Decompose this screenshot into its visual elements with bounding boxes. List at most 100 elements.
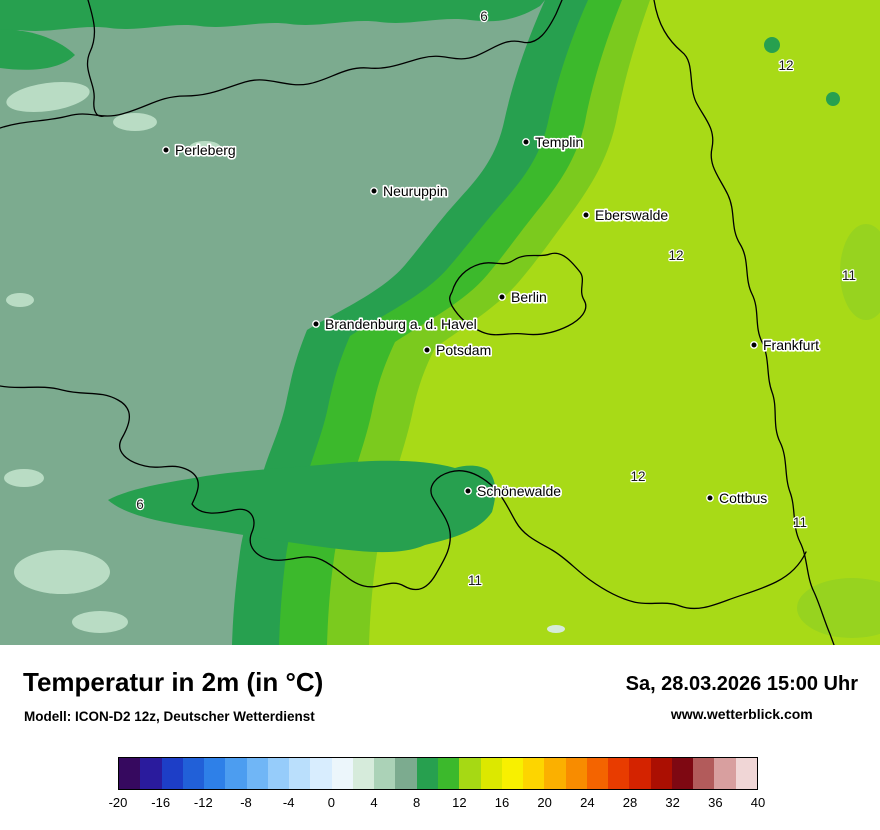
green-spot xyxy=(826,92,840,106)
state-border-east xyxy=(653,0,835,645)
legend-tick-label: -8 xyxy=(240,795,252,810)
border-layer xyxy=(0,0,835,645)
legend-color-segment xyxy=(459,758,481,789)
city-dot xyxy=(498,293,506,301)
temp-value-label: 11 xyxy=(842,268,856,283)
legend-ticks: -20 -16 -12 -8 -4 0 4 8 12 16 20 24 28 32 36 40 xyxy=(109,795,766,813)
legend-tick-label: -16 xyxy=(151,795,171,810)
city-marker: Eberswalde xyxy=(582,205,670,225)
state-border-northwest-stub xyxy=(86,0,105,117)
city-label: Potsdam xyxy=(436,342,491,358)
legend-color-segment xyxy=(693,758,715,789)
legend-tick-label: 8 xyxy=(413,795,421,810)
city-marker: Cottbus xyxy=(706,488,769,508)
legend-color-segment xyxy=(523,758,545,789)
legend-color-segment xyxy=(714,758,736,789)
temp-value-label: 12 xyxy=(778,58,793,73)
city-marker: Potsdam xyxy=(423,340,493,360)
city-label: Templin xyxy=(535,134,583,150)
city-label: Berlin xyxy=(511,289,547,305)
legend-color-segment xyxy=(650,758,672,789)
city-dot xyxy=(423,346,431,354)
legend-color-segment xyxy=(480,758,502,789)
city-label: Neuruppin xyxy=(383,183,448,199)
legend-color-segment xyxy=(182,758,205,789)
temp-label-layer: 6 12 12 11 6 12 11 11 xyxy=(135,8,857,589)
city-dot xyxy=(522,138,530,146)
legend-color-segment xyxy=(586,758,609,789)
city-label: Perleberg xyxy=(175,142,236,158)
legend-tick-label: 16 xyxy=(494,795,510,810)
city-dot xyxy=(464,487,472,495)
temp-zone-top-strip xyxy=(0,0,545,32)
chartreuse-dark-patch xyxy=(797,578,880,638)
footer: Temperatur in 2m (in °C) Modell: ICON-D2… xyxy=(0,645,880,830)
legend-color-segment xyxy=(565,758,587,789)
legend-color-segment xyxy=(671,758,694,789)
mint-patch xyxy=(6,81,90,113)
legend-color-segment xyxy=(501,758,524,789)
mint-patch xyxy=(6,293,34,307)
legend-color-segment xyxy=(119,758,141,789)
legend-color-segment xyxy=(735,758,757,789)
legend-tick-label: -12 xyxy=(193,795,213,810)
legend-tick-label: 0 xyxy=(327,795,335,810)
city-label: Frankfurt xyxy=(763,337,819,353)
model-info: Modell: ICON-D2 12z, Deutscher Wetterdie… xyxy=(24,709,315,724)
legend-color-segment xyxy=(629,758,651,789)
legend-tick-label: 12 xyxy=(452,795,467,810)
legend-color-segment xyxy=(608,758,630,789)
city-dot xyxy=(706,494,714,502)
berlin-city-border xyxy=(449,252,587,336)
map-area: 6 12 12 11 6 12 11 11 Perleberg Neuruppin Templin… xyxy=(0,0,880,645)
footer-right-column: Sa, 28.03.2026 15:00 Uhr www.wetterblick… xyxy=(626,673,858,722)
legend-color-segment xyxy=(204,758,226,789)
legend-tick-label: 24 xyxy=(580,795,595,810)
legend-color-segment xyxy=(246,758,268,789)
temp-zone-sage xyxy=(0,0,545,645)
city-label: Cottbus xyxy=(719,490,767,506)
city-marker: Berlin xyxy=(498,287,548,307)
city-marker: Schönewalde xyxy=(464,481,563,501)
mint-patch xyxy=(189,141,221,155)
temp-value-label: 6 xyxy=(480,9,488,24)
legend-color-segment xyxy=(395,758,417,789)
legend-tick-label: 4 xyxy=(370,795,378,810)
temp-value-label: 11 xyxy=(793,515,807,530)
east-variation-patches xyxy=(547,37,880,638)
legend-tick-label: -20 xyxy=(108,795,128,810)
legend-color-segment xyxy=(161,758,183,789)
city-label: Schönewalde xyxy=(477,483,561,499)
city-dot xyxy=(162,146,170,154)
legend-tick-label: 36 xyxy=(708,795,723,810)
city-layer: Perleberg Neuruppin Templin Eberswalde Berli… xyxy=(162,132,821,508)
legend-tick-label: -4 xyxy=(282,795,295,810)
city-dot xyxy=(370,187,378,195)
city-marker: Perleberg xyxy=(162,140,237,160)
legend-color-segment xyxy=(352,758,375,789)
website-label: www.wetterblick.com xyxy=(670,706,813,722)
legend-color-segment xyxy=(310,758,332,789)
temp-value-label: 12 xyxy=(668,248,683,263)
city-dot xyxy=(750,341,758,349)
pale-spot xyxy=(547,625,565,633)
legend-tick-label: 40 xyxy=(750,795,766,810)
temp-value-label: 12 xyxy=(630,469,645,484)
mint-patch xyxy=(14,550,110,594)
mint-patch xyxy=(4,469,44,487)
legend-tick-label: 32 xyxy=(665,795,680,810)
city-label: Brandenburg a. d. Havel xyxy=(325,316,477,332)
legend-color-segment xyxy=(225,758,247,789)
temp-zone-green-tongue xyxy=(108,460,496,553)
legend-gradient xyxy=(118,757,758,790)
legend-color-segment xyxy=(289,758,311,789)
city-marker: Frankfurt xyxy=(750,335,821,355)
temp-zone-mint-patches xyxy=(4,81,221,633)
temp-value-label: 11 xyxy=(468,573,482,588)
state-border-south xyxy=(0,385,807,610)
legend-color-segment xyxy=(267,758,290,789)
temp-value-label: 6 xyxy=(136,497,144,512)
city-label: Eberswalde xyxy=(595,207,668,223)
weather-map: 6 12 12 11 6 12 11 11 Perleberg Neuruppin Templin… xyxy=(0,0,880,645)
